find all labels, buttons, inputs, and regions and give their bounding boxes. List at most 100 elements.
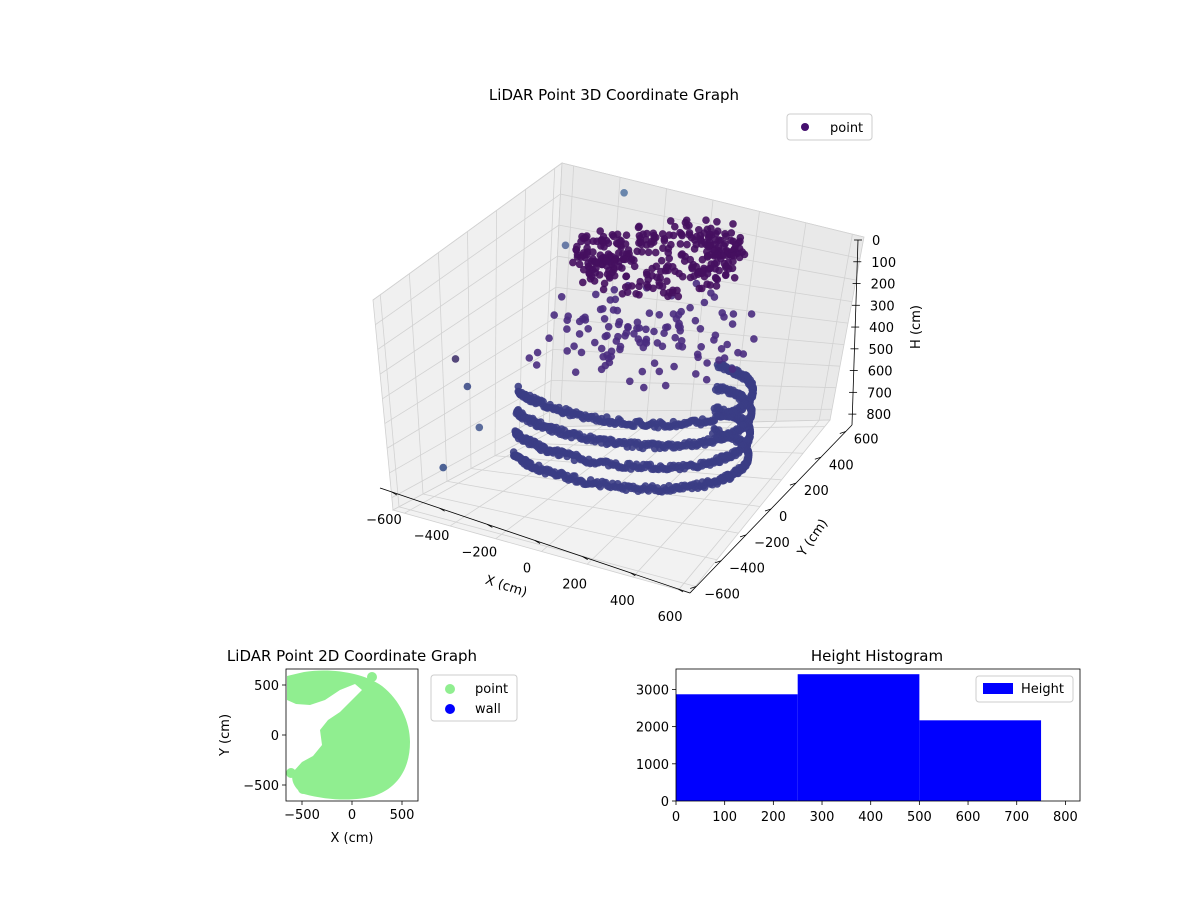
grid-line-back-z <box>561 162 865 238</box>
grid-line-back-z <box>549 408 833 412</box>
cloud-point <box>704 242 713 251</box>
cloud-point <box>652 262 661 271</box>
cloud-point <box>703 252 712 260</box>
cloud-point <box>650 359 659 368</box>
x-tick-label-3d: −200 <box>461 545 497 560</box>
x-tick-label-hist: 800 <box>1053 810 1078 825</box>
cloud-point <box>606 296 615 304</box>
x-tick-label-3d: −400 <box>414 529 450 544</box>
histogram-bar <box>797 674 920 801</box>
z-tick-label-3d: 300 <box>870 299 895 314</box>
cloud-point <box>592 264 600 273</box>
cloud-point <box>618 290 627 298</box>
cloud-point <box>602 257 610 266</box>
cloud-point <box>618 264 626 272</box>
cloud-point <box>638 367 647 376</box>
cloud-point <box>591 338 599 347</box>
cloud-point <box>609 306 618 314</box>
y-tick-label-hist: 1000 <box>636 758 669 773</box>
y-tick-label-hist: 3000 <box>636 683 669 698</box>
cloud-point <box>678 272 687 281</box>
histogram-bar <box>919 720 1042 801</box>
cloud-point <box>702 375 711 384</box>
y-tick-label-3d: 600 <box>854 432 879 447</box>
cloud-point <box>593 478 601 486</box>
cloud-point <box>710 247 719 255</box>
z-tick-label-3d: 800 <box>866 408 891 423</box>
legend-hist-frame <box>975 675 1074 703</box>
z-tick-label-3d: 200 <box>871 278 896 293</box>
cloud-point <box>690 245 699 253</box>
cloud-point <box>667 240 675 249</box>
cloud-point <box>698 255 707 264</box>
grid-line-left-y <box>494 210 497 456</box>
cloud-point <box>677 230 686 238</box>
x-tick-mark-3d <box>582 556 588 560</box>
x-tick-label-hist: 700 <box>1004 810 1029 825</box>
cloud-point <box>657 256 666 265</box>
cloud-point <box>439 463 448 472</box>
cloud-point <box>596 251 605 259</box>
cloud-point <box>624 323 632 331</box>
cloud-point <box>463 382 472 391</box>
x-tick-mark-3d <box>630 572 636 577</box>
z-ticks-3d: 0 100 200 300 400 500 600 700 800 <box>848 234 896 423</box>
cloud-point <box>597 344 606 353</box>
x-tick-label-3d: 600 <box>658 610 683 625</box>
cloud-point <box>747 310 756 318</box>
cloud-point <box>650 327 658 336</box>
point-cloud <box>439 189 758 496</box>
chart-2d-title: LiDAR Point 2D Coordinate Graph <box>227 647 477 665</box>
cloud-point <box>591 259 600 267</box>
x-tick-label-hist: 0 <box>672 810 680 825</box>
grid-line-floor-y <box>542 426 825 431</box>
cloud-point <box>577 237 585 246</box>
grid-line-left-z <box>375 193 561 326</box>
x-tick-label-hist: 500 <box>907 810 932 825</box>
x-tick-label-2d: −500 <box>284 808 320 823</box>
cloud-point <box>575 260 584 269</box>
cloud-point <box>715 236 723 244</box>
x-tick-mark-3d <box>677 588 684 593</box>
z-axis-line <box>851 239 859 426</box>
cloud-point <box>563 325 571 333</box>
legend-2d-marker-point <box>445 684 455 694</box>
cloud-point <box>720 259 729 268</box>
cloud-point <box>563 347 571 355</box>
cloud-point <box>730 251 738 260</box>
cloud-point <box>627 257 635 265</box>
y-tick-label-3d: 0 <box>779 510 787 525</box>
cloud-point <box>674 292 683 301</box>
y-tick-mark-3d <box>814 456 821 460</box>
cloud-point <box>621 283 630 291</box>
cloud-point <box>691 316 700 325</box>
histogram-bars <box>676 674 1042 801</box>
y-tick-label-hist: 0 <box>661 795 669 810</box>
z-tick-label-3d: 700 <box>867 386 892 401</box>
cloud-point <box>570 342 578 351</box>
cloud-point <box>717 345 726 353</box>
cloud-point <box>677 251 686 259</box>
cloud-point <box>729 220 737 228</box>
x-tick-label-2d: 0 <box>348 808 356 823</box>
chart-3d-title: LiDAR Point 3D Coordinate Graph <box>489 86 739 104</box>
cloud-point <box>695 284 704 293</box>
y-tick-label-hist: 2000 <box>636 721 669 736</box>
cloud-point <box>644 275 652 284</box>
y-tick-label-2d: 0 <box>271 729 279 744</box>
cloud-point <box>647 240 655 248</box>
cloud-point <box>640 383 648 392</box>
cloud-point <box>603 331 611 340</box>
scatter-2d-area <box>286 670 410 800</box>
cloud-point <box>678 343 687 351</box>
point-cloud-2d <box>287 670 410 800</box>
cloud-point <box>596 435 604 443</box>
cloud-point <box>583 237 592 246</box>
grid-line-left-z <box>386 349 554 449</box>
histogram-ticks: 0 100 200 300 400 500 600 700 800 0 1000 2000 3000 <box>636 683 1078 825</box>
grid-line-back-x <box>818 234 853 421</box>
y-axis-label-2d: Y (cm) <box>218 714 233 757</box>
legend-hist-swatch <box>983 683 1013 694</box>
z-tick-label-3d: 500 <box>868 343 893 358</box>
